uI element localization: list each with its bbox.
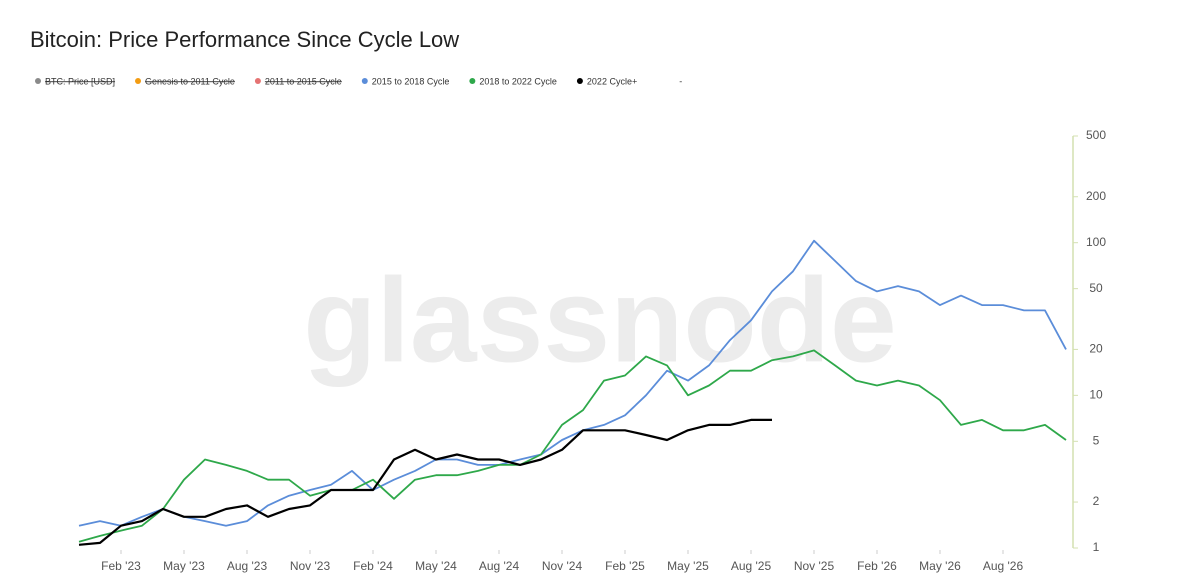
y-tick-label: 100 (1086, 235, 1106, 249)
series-line (78, 349, 1067, 543)
legend-marker (35, 78, 41, 84)
x-tick-label: Aug '26 (983, 559, 1024, 573)
y-tick-label: 2 (1093, 494, 1100, 508)
x-tick-label: Nov '24 (542, 559, 583, 573)
legend-marker (469, 78, 476, 84)
y-tick-label: 50 (1089, 281, 1103, 295)
y-tick-label: 200 (1086, 189, 1106, 203)
legend-label: - (679, 76, 682, 86)
x-tick-label: Feb '26 (857, 559, 897, 573)
x-tick-label: Aug '23 (227, 559, 268, 573)
legend-label: 2018 to 2022 Cycle (479, 76, 557, 86)
legend-label: 2022 Cycle+ (587, 76, 637, 86)
x-tick-label: Nov '23 (290, 559, 331, 573)
x-tick-label: Aug '25 (731, 559, 772, 573)
legend-marker (576, 78, 583, 84)
y-tick-label: 500 (1086, 128, 1106, 142)
series-line (78, 239, 1067, 527)
legend-marker (135, 78, 142, 84)
series-line (78, 418, 772, 546)
x-tick-label: Aug '24 (479, 559, 520, 573)
x-tick-label: May '24 (415, 559, 457, 573)
x-tick-label: Feb '24 (353, 559, 393, 573)
legend-marker (361, 78, 368, 84)
x-tick-label: May '26 (919, 559, 961, 573)
x-tick-label: May '23 (163, 559, 205, 573)
x-tick-label: Feb '23 (101, 559, 141, 573)
y-tick-label: 20 (1089, 342, 1103, 356)
x-tick-label: Nov '25 (794, 559, 835, 573)
legend-label: BTC: Price [USD] (45, 76, 115, 86)
legend-marker (254, 78, 261, 84)
y-tick-label: 5 (1093, 433, 1100, 447)
legend-label: 2011 to 2015 Cycle (265, 76, 342, 86)
legend-label: 2015 to 2018 Cycle (372, 76, 450, 86)
y-tick-label: 1 (1093, 540, 1100, 554)
chart-title: Bitcoin: Price Performance Since Cycle L… (30, 27, 459, 52)
x-tick-label: May '25 (667, 559, 709, 573)
y-tick-label: 10 (1089, 388, 1103, 402)
x-tick-label: Feb '25 (605, 559, 645, 573)
legend-label: Genesis to 2011 Cycle (145, 76, 235, 86)
watermark: glassnode (303, 254, 897, 388)
